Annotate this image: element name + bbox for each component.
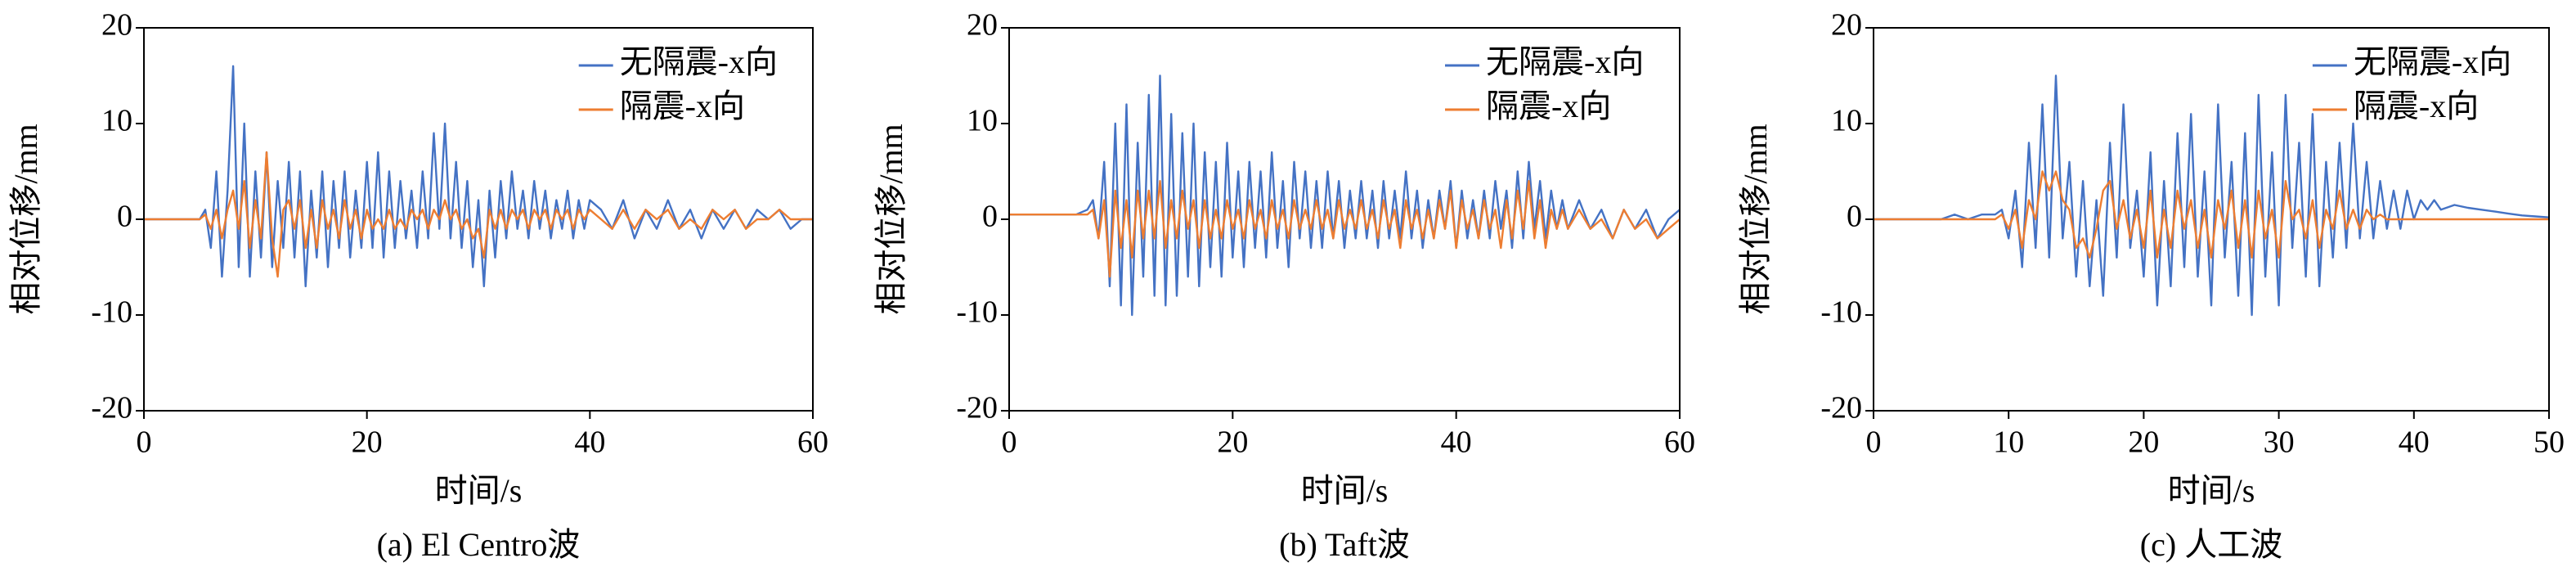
y-tick-label: -20 — [1820, 391, 1862, 425]
plot — [1874, 74, 2549, 317]
x-tick-label: 20 — [1217, 425, 1248, 460]
x-tick-label: 20 — [352, 425, 383, 460]
x-tick-label: 0 — [1002, 425, 1017, 460]
y-tick-label: 0 — [1847, 200, 1862, 234]
legend-label: 隔震-x向 — [1486, 88, 1611, 124]
data-line — [1874, 74, 2549, 317]
data-line — [1009, 180, 1680, 278]
x-tick-label: 30 — [2264, 425, 2295, 460]
x-tick-label: 40 — [574, 425, 605, 460]
x-tick-label: 10 — [1993, 425, 2024, 460]
y-axis-label: 相对位移/mm — [873, 124, 909, 314]
x-tick-label: 60 — [797, 425, 828, 460]
data-line — [1874, 170, 2549, 259]
x-tick-label: 40 — [2399, 425, 2430, 460]
y-axis-label: 相对位移/mm — [7, 124, 44, 314]
y-tick-label: 10 — [967, 104, 998, 138]
data-line — [144, 151, 813, 278]
caption: (a) El Centro波 — [377, 526, 581, 563]
legend-label: 无隔震-x向 — [620, 43, 778, 80]
y-tick-label: -20 — [91, 391, 132, 425]
plot-frame — [143, 27, 814, 412]
y-tick-label: -10 — [1820, 295, 1862, 330]
x-tick-label: 0 — [137, 425, 152, 460]
caption: (b) Taft波 — [1279, 526, 1410, 563]
legend-label: 隔震-x向 — [2354, 88, 2479, 124]
plot — [1009, 74, 1680, 317]
legend-label: 无隔震-x向 — [1486, 43, 1644, 80]
y-tick-label: 0 — [982, 200, 998, 234]
y-tick-label: -20 — [956, 391, 998, 425]
legend-label: 无隔震-x向 — [2354, 43, 2511, 80]
data-line — [144, 65, 813, 288]
y-tick-label: 20 — [1831, 8, 1862, 43]
y-tick-label: -10 — [91, 295, 132, 330]
y-axis-label: 相对位移/mm — [1737, 124, 1774, 314]
plot-frame — [1008, 27, 1681, 412]
x-tick-label: 20 — [2128, 425, 2159, 460]
caption: (c) 人工波 — [2140, 526, 2282, 563]
data-line — [1009, 74, 1680, 317]
y-tick-label: -10 — [956, 295, 998, 330]
y-tick-label: 0 — [117, 200, 132, 234]
y-tick-label: 20 — [967, 8, 998, 43]
x-tick-label: 0 — [1866, 425, 1882, 460]
x-axis-label: 时间/s — [2168, 472, 2255, 509]
x-axis-label: 时间/s — [1301, 472, 1389, 509]
plot-frame — [1873, 27, 2550, 412]
legend-label: 隔震-x向 — [620, 88, 745, 124]
y-tick-label: 10 — [1831, 104, 1862, 138]
y-tick-label: 10 — [101, 104, 132, 138]
y-tick-label: 20 — [101, 8, 132, 43]
x-tick-label: 40 — [1441, 425, 1472, 460]
x-axis-label: 时间/s — [435, 472, 523, 509]
x-tick-label: 60 — [1664, 425, 1695, 460]
x-tick-label: 50 — [2533, 425, 2565, 460]
plot — [144, 65, 813, 288]
